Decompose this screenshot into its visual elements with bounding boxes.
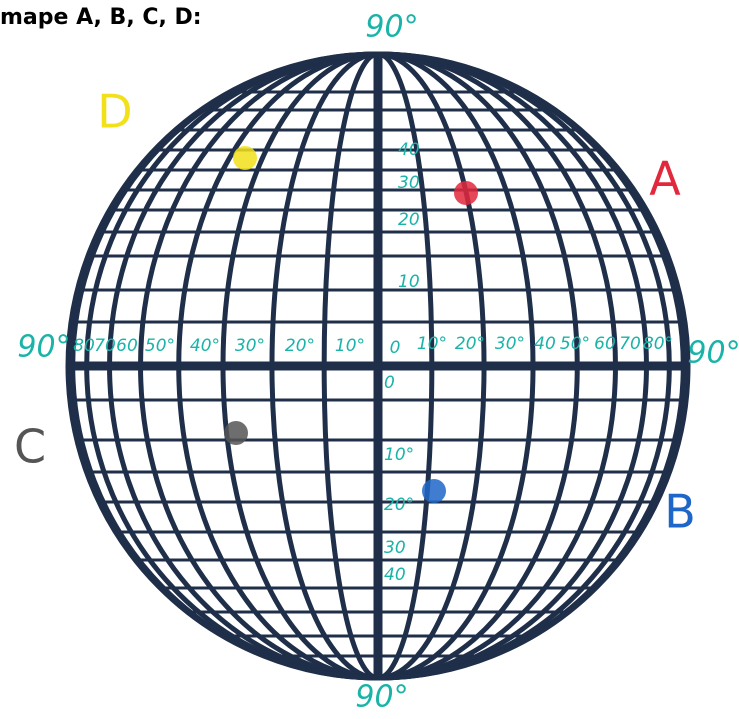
meridian-label: 30 (398, 173, 420, 193)
meridian-label: 0 (384, 373, 395, 393)
pole-label: 90° (17, 330, 70, 365)
equator-label: 30° (235, 336, 265, 356)
point (233, 146, 257, 170)
title: mape A, B, C, D: (0, 5, 202, 30)
meridian-label: 10 (398, 272, 420, 292)
equator-label: 80° (643, 334, 673, 354)
equator-label: 10° (417, 334, 447, 354)
point (422, 479, 446, 503)
equator-label: 0 (390, 338, 401, 358)
equator-label: 10° (335, 336, 365, 356)
equator-label: 20° (285, 336, 315, 356)
point-letter: D (97, 85, 132, 139)
pole-label: 90° (365, 10, 418, 45)
equator-label: 20° (455, 334, 485, 354)
equator-label: 40 (534, 334, 556, 354)
equator-label: 80 (73, 336, 95, 356)
point (224, 421, 248, 445)
equator-label: 50° (560, 334, 590, 354)
meridian-label: 40 (398, 140, 420, 160)
pole-label: 90° (355, 680, 408, 715)
equator-label: 40° (190, 336, 220, 356)
meridian-label: 30 (384, 538, 406, 558)
meridian-label: 10° (384, 445, 414, 465)
pole-label: 90° (687, 336, 739, 371)
meridian-label: 20° (384, 495, 414, 515)
point-letter: B (664, 485, 696, 539)
point-letter: C (14, 420, 46, 474)
meridian-label: 40 (384, 565, 406, 585)
equator-label: 50° (145, 336, 175, 356)
globe-grid (65, 51, 691, 681)
equator-label: 70 (619, 334, 641, 354)
equator-label: 60 (116, 336, 138, 356)
point-letter: A (649, 152, 681, 206)
equator-label: 70 (94, 336, 116, 356)
equator-label: 60 (594, 334, 616, 354)
meridian-label: 20 (398, 210, 420, 230)
equator-label: 30° (495, 334, 525, 354)
point (454, 181, 478, 205)
